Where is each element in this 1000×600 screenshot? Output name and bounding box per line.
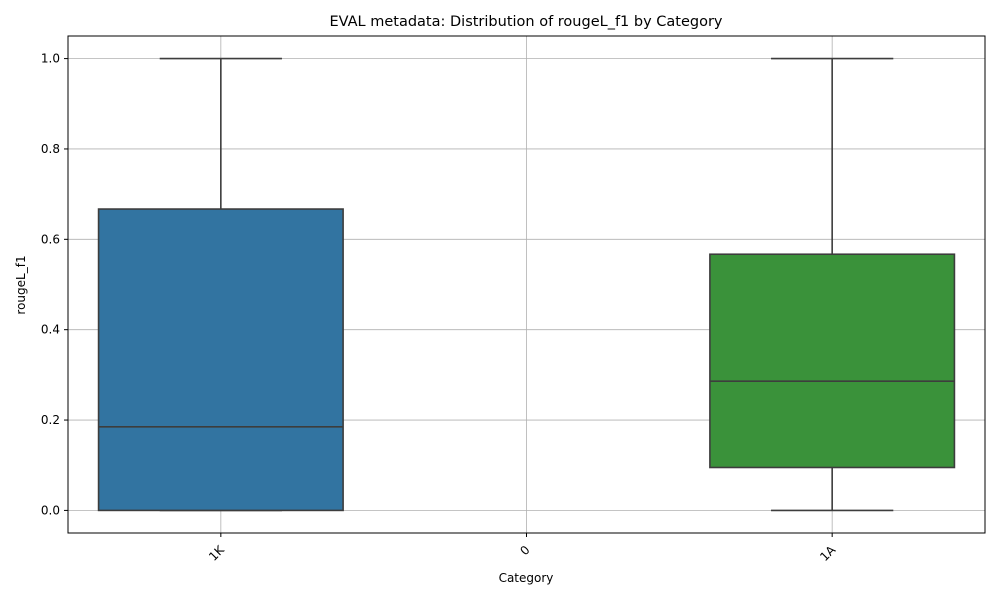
iqr-box (709, 253, 956, 469)
y-tick-label: 0.2 (41, 413, 60, 427)
y-tick-label: 1.0 (41, 52, 60, 66)
y-tick-label: 0.8 (41, 142, 60, 156)
x-axis-label: Category (499, 571, 554, 585)
x-tick-label: 1A (817, 542, 839, 564)
y-tick-label: 0.6 (41, 232, 60, 246)
chart-title: EVAL metadata: Distribution of rougeL_f1… (329, 14, 722, 30)
x-tick-label: 1K (206, 542, 228, 564)
x-tick-label: 0 (517, 543, 532, 558)
y-tick-label: 0.0 (41, 503, 60, 517)
y-axis-label: rougeL_f1 (14, 255, 28, 314)
x-axis-ticks: 1K 0 1A (206, 533, 839, 564)
y-axis-ticks: 0.0 0.2 0.4 0.6 0.8 1.0 (41, 52, 68, 517)
box-1K (97, 57, 344, 512)
boxes (97, 57, 956, 512)
y-tick-label: 0.4 (41, 323, 60, 337)
iqr-box (97, 208, 344, 512)
box-1A (709, 57, 956, 512)
